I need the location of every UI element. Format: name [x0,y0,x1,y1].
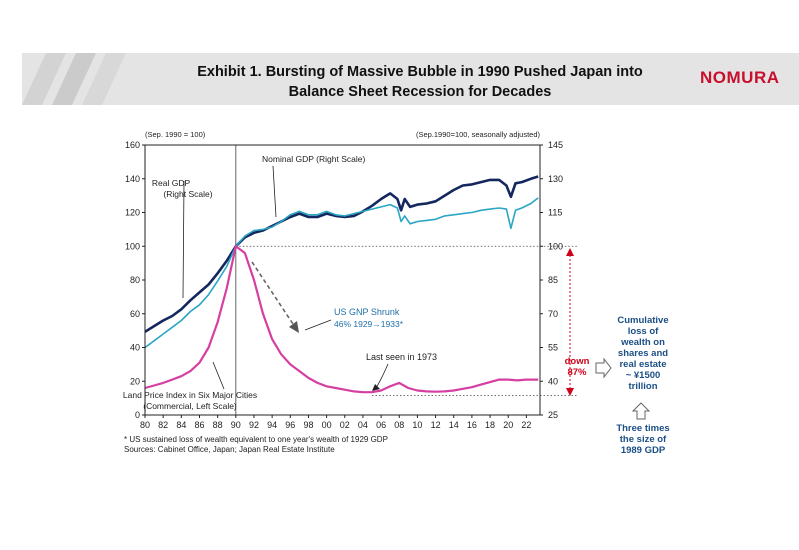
left-tick-label: 120 [125,208,140,218]
right-tick-label: 70 [548,309,558,319]
last-seen-pointer [375,363,389,389]
side-line: 1989 GDP [620,445,666,456]
down-arrow-top [566,248,574,256]
x-tick-label: 88 [213,420,223,430]
right-tick-label: 85 [548,275,558,285]
left-axis-caption: (Sep. 1990 = 100) [145,130,206,139]
left-tick-label: 160 [125,140,140,150]
down-87-label: down 87% [558,356,596,378]
left-tick-label: 140 [125,174,140,184]
land-price-pointer [212,361,225,390]
right-arrow-icon [595,357,612,379]
side-line: loss of [627,326,659,337]
side-line: Cumulative [617,315,669,326]
nominal-gdp-pointer [272,165,277,218]
right-tick-label: 100 [548,241,563,251]
annotations: Real GDP(Right Scale) Nominal GDP (Right … [123,154,651,420]
x-tick-label: 82 [158,420,168,430]
us-gnp-pointer [304,319,332,331]
footnotes: * US sustained loss of wealth equivalent… [124,435,388,455]
cumulative-loss-text: Cumulative loss of wealth on shares and real… [607,315,679,392]
title-line-1: Exhibit 1. Bursting of Massive Bubble in… [197,64,643,80]
x-tick-label: 92 [249,420,259,430]
us-gnp-label: US GNP Shrunk [334,307,400,317]
left-tick-label: 60 [130,309,140,319]
x-tick-label: 18 [485,420,495,430]
right-tick-label: 115 [548,208,562,218]
right-axis-caption: (Sep.1990=100, seasonally adjusted) [416,130,541,139]
up-arrow-icon [631,402,651,420]
real-gdp-pointer [182,180,185,299]
right-tick-label: 25 [548,410,558,420]
down-arrow-bottom [566,388,574,396]
x-tick-label: 84 [176,420,186,430]
x-tick-label: 90 [231,420,241,430]
land-price-label: (Commercial, Left Scale) [143,401,237,411]
last-seen-label: Last seen in 1973 [366,352,437,362]
last-seen-arrowhead [372,384,380,391]
right-tick-label: 55 [548,343,558,353]
right-tick-label: 130 [548,174,563,184]
down-word: down [564,356,590,367]
x-tick-label: 98 [303,420,313,430]
footnote-us: * US sustained loss of wealth equivalent… [124,435,388,444]
land-price-line [144,245,539,394]
left-tick-label: 0 [135,410,140,420]
x-tick-label: 04 [358,420,368,430]
x-tick-label: 22 [521,420,531,430]
side-line: shares and [617,348,669,359]
side-line: wealth on [621,337,665,348]
x-tick-label: 06 [376,420,386,430]
series-lines [144,175,539,394]
x-tick-label: 96 [285,420,295,430]
chart-title: Exhibit 1. Bursting of Massive Bubble in… [140,62,700,102]
down-percent: 87% [567,367,587,378]
x-tick-label: 08 [394,420,404,430]
x-tick-label: 00 [322,420,332,430]
logo-stripes [22,53,126,105]
real-gdp-line [144,197,539,349]
us-gnp-arrow [251,261,294,325]
x-tick-label: 80 [140,420,150,430]
right-tick-label: 145 [548,140,563,150]
real-gdp-label: (Right Scale) [163,189,212,199]
axes: 0204060801001201401602540557085100115130… [125,130,563,430]
x-tick-label: 94 [267,420,277,430]
x-tick-label: 02 [340,420,350,430]
nominal-gdp-label: Nominal GDP (Right Scale) [262,154,365,164]
x-tick-label: 12 [431,420,441,430]
title-line-2: Balance Sheet Recession for Decades [288,84,552,100]
header-banner [22,53,799,105]
side-line: Three times [616,423,670,434]
reference-lines [235,145,578,415]
x-tick-label: 10 [412,420,422,430]
us-gnp-arrowhead [289,321,299,333]
three-times-text: Three times the size of 1989 GDP [607,423,679,456]
left-tick-label: 40 [130,343,140,353]
us-gnp-label: 46% 1929→1933* [334,319,404,329]
nomura-logo: NOMURA [700,68,780,87]
x-tick-label: 16 [467,420,477,430]
left-tick-label: 80 [130,275,140,285]
x-tick-label: 86 [194,420,204,430]
nominal-gdp-line [144,175,539,333]
plot-frame [144,144,541,416]
left-tick-label: 20 [130,376,140,386]
side-line: trillion [628,381,658,392]
side-line: the size of [619,434,667,445]
x-tick-label: 20 [503,420,513,430]
left-tick-label: 100 [125,241,140,251]
side-line: ~ ¥1500 [625,370,661,381]
land-price-label: Land Price Index in Six Major Cities [123,390,257,400]
real-gdp-label: Real GDP [152,178,191,188]
right-tick-label: 40 [548,376,558,386]
x-tick-label: 14 [449,420,459,430]
footnote-sources: Sources: Cabinet Office, Japan; Japan Re… [124,445,335,454]
side-line: real estate [619,359,667,370]
